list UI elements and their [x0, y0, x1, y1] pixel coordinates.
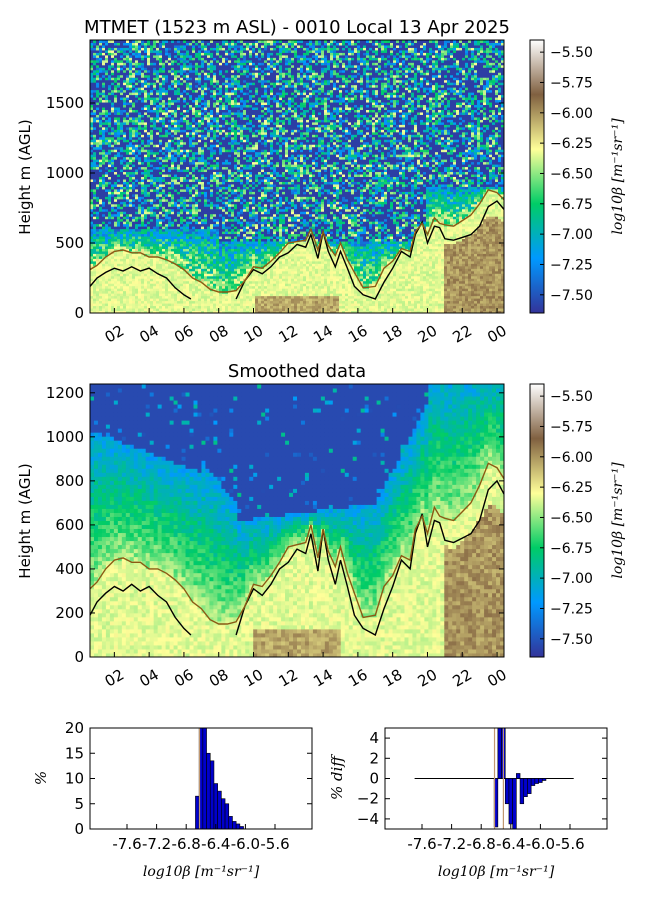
heatmap-raw	[90, 40, 505, 314]
chart-title: MTMET (1523 m ASL) - 0010 Local 13 Apr 2…	[84, 17, 510, 38]
panel-raw: MTMET (1523 m ASL) - 0010 Local 13 Apr 2…	[16, 17, 626, 347]
